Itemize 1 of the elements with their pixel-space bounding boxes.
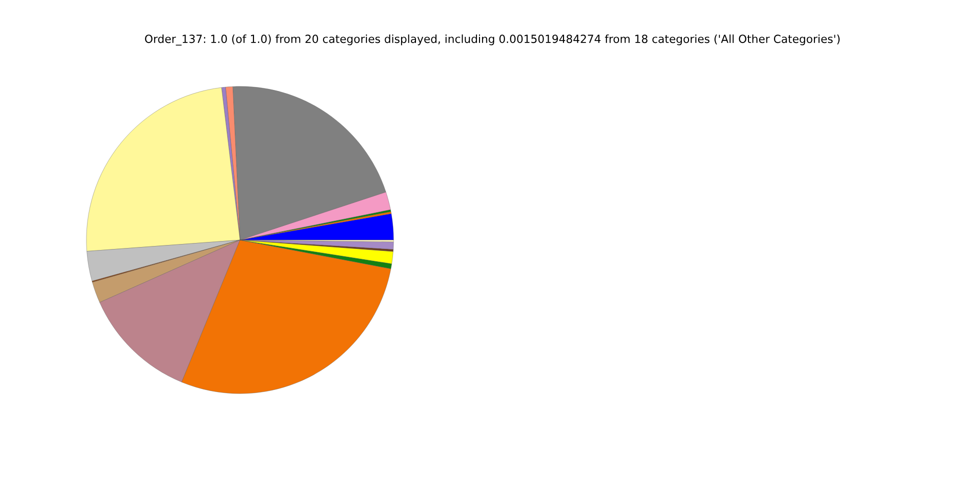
text: Order_137: 1.0 (of 1.0) from 20 categories displayed, including 0.0015019484274 from 18 categories ('All Other Categories') [144,34,840,46]
